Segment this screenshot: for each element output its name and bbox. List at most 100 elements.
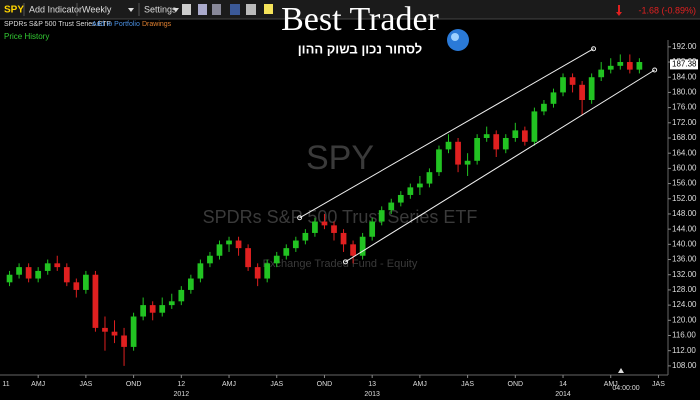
candle-body <box>436 149 442 173</box>
candle-body <box>321 221 328 226</box>
candle-body <box>569 77 576 85</box>
x-tick-label: AMJ <box>222 381 236 388</box>
trend-handle <box>652 67 658 73</box>
note-icon[interactable] <box>264 4 273 14</box>
price-change: -1.68 (-0.89%) <box>638 5 696 15</box>
y-tick-label: 180.00 <box>672 88 697 97</box>
dropdown-arrow[interactable] <box>128 8 134 12</box>
candle-body <box>607 65 614 70</box>
y-tick-label: 124.00 <box>672 300 697 309</box>
candle-body <box>235 240 242 249</box>
x-tick-label: OND <box>317 381 333 388</box>
y-tick-label: 160.00 <box>672 163 697 172</box>
x-tick-label: 13 <box>368 381 376 388</box>
x-tick-label: JAS <box>79 381 92 388</box>
y-tick-label: 172.00 <box>672 118 697 127</box>
settings[interactable]: Settings <box>144 4 177 14</box>
candle-body <box>312 221 318 233</box>
year-label: 2014 <box>555 391 571 398</box>
candle-body <box>417 183 423 188</box>
candle-body <box>331 225 337 233</box>
candle-body <box>111 331 118 336</box>
candle-body <box>359 236 366 256</box>
y-tick-label: 148.00 <box>672 209 697 218</box>
candle-body <box>388 202 395 211</box>
watermark: SPY <box>306 139 374 177</box>
candle-body <box>216 244 223 256</box>
down-arrow-icon <box>616 5 622 16</box>
candle-body <box>54 263 61 268</box>
candle-body <box>588 77 595 101</box>
candle-body <box>226 240 232 245</box>
email-icon[interactable] <box>246 4 256 15</box>
dropdown-arrow[interactable] <box>173 8 179 12</box>
x-tick-label: AMJ <box>31 381 45 388</box>
add-indicator[interactable]: Add Indicator <box>29 4 82 14</box>
candle-body <box>73 282 80 290</box>
watermark: Exchange Traded Fund - Equity <box>263 258 418 270</box>
symbol[interactable]: SPY <box>4 5 24 16</box>
y-tick-label: 184.00 <box>672 72 697 81</box>
y-tick-label: 140.00 <box>672 239 697 248</box>
y-tick-label: 112.00 <box>672 346 696 355</box>
candle-body <box>254 267 261 279</box>
plot-area: SPY SPDRs S&P 500 Trust Series ETF Exchang… <box>0 40 698 398</box>
y-tick-label: 128.00 <box>672 285 697 294</box>
candle-body <box>302 232 309 241</box>
candle-body <box>626 62 633 70</box>
print-icon[interactable] <box>182 4 191 15</box>
trend-line <box>299 48 594 219</box>
candle-body <box>292 240 299 249</box>
add-portfolio[interactable]: Add to Portfolio <box>92 21 140 28</box>
trend-handle <box>297 215 303 221</box>
y-tick-label: 132.00 <box>672 270 697 279</box>
interval[interactable]: Weekly <box>82 4 112 14</box>
time-label: 04:00:00 <box>612 385 639 392</box>
candle-body <box>140 305 147 317</box>
candle-body <box>541 103 547 112</box>
candle-body <box>636 62 643 70</box>
x-tick-label: JAS <box>461 381 474 388</box>
logo-globe-shine <box>451 33 459 41</box>
x-tick-label: 14 <box>559 381 567 388</box>
y-tick-label: 168.00 <box>672 133 697 142</box>
year-label: 2013 <box>364 391 380 398</box>
drawings[interactable]: Drawings <box>142 21 172 28</box>
watermark: SPDRs S&P 500 Trust Series ETF <box>203 207 478 227</box>
trend-handle <box>342 259 348 265</box>
candle-body <box>350 244 356 256</box>
candle-body <box>92 274 99 328</box>
candle-body <box>617 62 624 66</box>
candle-body <box>187 278 194 290</box>
candle-body <box>197 263 204 279</box>
candle-body <box>159 305 166 313</box>
y-tick-label: 152.00 <box>672 194 697 203</box>
trend-line <box>345 69 655 263</box>
candle-body <box>378 210 385 222</box>
candle-body <box>340 232 347 245</box>
candle-body <box>245 248 251 268</box>
instrument-name: SPDRs S&P 500 Trust Series ETF <box>4 21 111 28</box>
candle-body <box>44 263 51 271</box>
candle-body <box>25 267 32 279</box>
toolbar <box>0 0 700 19</box>
candle-body <box>483 134 490 138</box>
y-tick-label: 108.00 <box>672 361 697 370</box>
candle-body <box>178 289 185 302</box>
facebook-icon[interactable] <box>230 4 240 15</box>
candle-body <box>579 84 585 101</box>
candle-body <box>369 221 376 237</box>
candle-body <box>149 305 156 313</box>
save-icon[interactable] <box>198 4 207 15</box>
candle-body <box>264 263 271 279</box>
logo-title: Best Trader <box>281 1 439 38</box>
candle-body <box>168 301 175 306</box>
chart-title: Price History <box>4 32 49 41</box>
candle-body <box>16 267 22 275</box>
y-tick-label: 192.00 <box>672 42 697 51</box>
candle-body <box>455 141 461 165</box>
candle-body <box>512 130 519 138</box>
copy-icon[interactable] <box>212 4 221 15</box>
y-tick-label: 144.00 <box>672 224 697 233</box>
